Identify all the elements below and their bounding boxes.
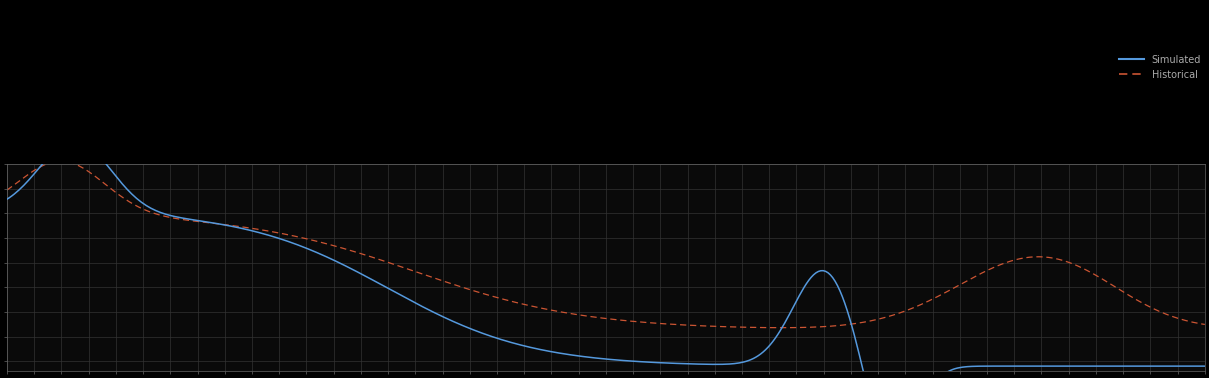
Legend: Simulated, Historical: Simulated, Historical	[1116, 51, 1205, 84]
